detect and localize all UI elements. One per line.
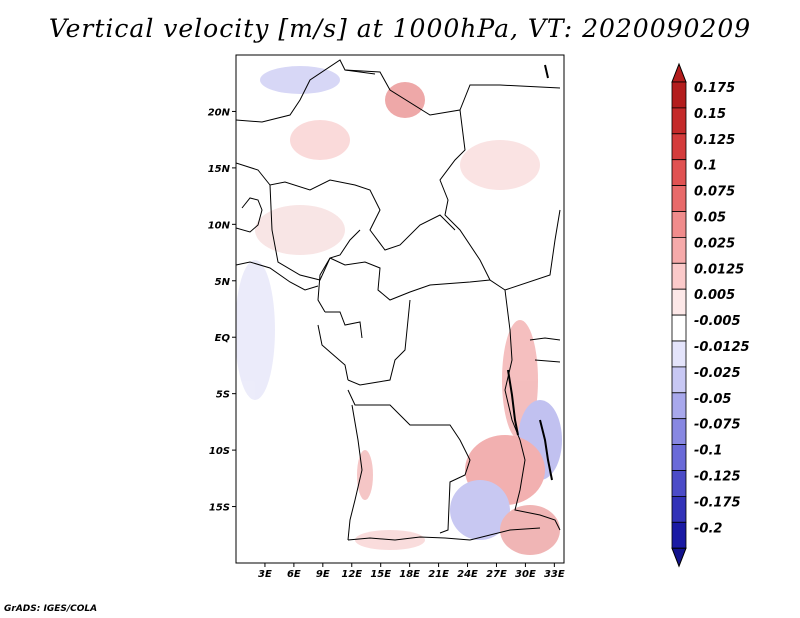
lat-tick-label: EQ xyxy=(215,333,231,344)
colorbar-swatch xyxy=(671,340,687,368)
colorbar-swatch xyxy=(671,521,687,549)
field-patch-angola xyxy=(357,450,373,500)
colorbar-swatch xyxy=(671,392,687,420)
colorbar-swatch xyxy=(671,495,687,523)
lat-tick-label: 15N xyxy=(208,164,231,175)
colorbar-label: -0.125 xyxy=(694,470,741,485)
colorbar-swatch xyxy=(671,211,687,238)
lon-tick-label: 24E xyxy=(457,569,478,580)
colorbar-swatch xyxy=(671,133,687,161)
colorbar-label: 0.005 xyxy=(694,288,735,303)
lon-tick-label: 6E xyxy=(287,569,301,580)
field-patch-sahel xyxy=(290,120,350,160)
colorbar-bottom-arrow xyxy=(671,547,687,568)
grads-credit: GrADS: IGES/COLA xyxy=(4,604,98,614)
colorbar-swatch xyxy=(671,288,687,316)
colorbar-label: -0.075 xyxy=(694,418,741,433)
lon-tick-label: 33E xyxy=(544,569,565,580)
lon-tick-label: 21E xyxy=(428,569,449,580)
map-frame xyxy=(235,54,565,564)
colorbar-label: -0.0125 xyxy=(694,340,750,355)
velocity-field xyxy=(236,59,562,555)
field-patch-se-blue xyxy=(450,480,510,540)
colorbar-swatch xyxy=(671,185,687,212)
lakes xyxy=(507,64,553,481)
field-patch-north xyxy=(260,66,340,94)
colorbar-label: -0.05 xyxy=(694,392,731,407)
colorbar-label: -0.2 xyxy=(694,521,722,536)
lat-tick-label: 10S xyxy=(209,446,230,457)
colorbar-swatch xyxy=(671,107,687,135)
colorbar-swatch xyxy=(671,444,687,471)
colorbar-swatch xyxy=(671,470,687,497)
field-patch-south xyxy=(500,505,560,555)
lon-tick-label: 30E xyxy=(515,569,536,580)
field-patch-nigeria xyxy=(255,205,345,255)
colorbar-swatch xyxy=(671,262,687,290)
colorbar-label: 0.0125 xyxy=(694,262,744,277)
field-patch-north-east xyxy=(385,82,425,118)
lon-tick-label: 3E xyxy=(258,569,272,580)
colorbar-label: -0.025 xyxy=(694,366,741,381)
longitude-axis: 3E 6E 9E 12E 15E 18E 21E 24E 27E 30E 33E xyxy=(258,563,565,580)
colorbar-label: 0.025 xyxy=(694,236,735,251)
colorbar-label: -0.1 xyxy=(694,444,722,459)
lat-tick-label: 10N xyxy=(208,220,231,231)
colorbar-swatch xyxy=(671,159,687,186)
lon-tick-label: 27E xyxy=(486,569,507,580)
lon-tick-label: 12E xyxy=(341,569,362,580)
colorbar-label: -0.175 xyxy=(694,495,741,510)
lat-tick-label: 5S xyxy=(216,390,230,401)
colorbar-swatch xyxy=(671,81,687,109)
colorbar-label: -0.005 xyxy=(694,314,741,329)
colorbar-label: 0.15 xyxy=(694,107,726,122)
colorbar-label: 0.075 xyxy=(694,185,735,200)
colorbar-label: 0.05 xyxy=(694,211,726,226)
colorbar-label: 0.125 xyxy=(694,133,735,148)
colorbar-swatch xyxy=(671,314,687,342)
map-title: Vertical velocity [m/s] at 1000hPa, VT: … xyxy=(48,14,752,43)
country-borders xyxy=(236,59,561,541)
colorbar-swatch xyxy=(671,418,687,446)
colorbar-swatch xyxy=(671,236,687,264)
lon-tick-label: 9E xyxy=(316,569,330,580)
colorbar-label: 0.175 xyxy=(694,81,735,96)
lat-tick-label: 15S xyxy=(209,503,230,514)
colorbar-label: 0.1 xyxy=(694,159,717,174)
colorbar-top-arrow xyxy=(671,62,687,83)
lat-tick-label: 20N xyxy=(208,107,231,118)
colorbar-swatch xyxy=(671,366,687,394)
lat-tick-label: 5N xyxy=(215,277,231,288)
field-patch-west xyxy=(236,260,275,400)
field-patch-east xyxy=(460,140,540,190)
lon-tick-label: 18E xyxy=(399,569,420,580)
lon-tick-label: 15E xyxy=(370,569,391,580)
latitude-axis: 20N 15N 10N 5N EQ 5S 10S 15S xyxy=(208,107,236,514)
colorbar: 0.175 0.15 0.125 0.1 0.075 0.05 0.025 0.0125 0.0… xyxy=(671,62,750,568)
